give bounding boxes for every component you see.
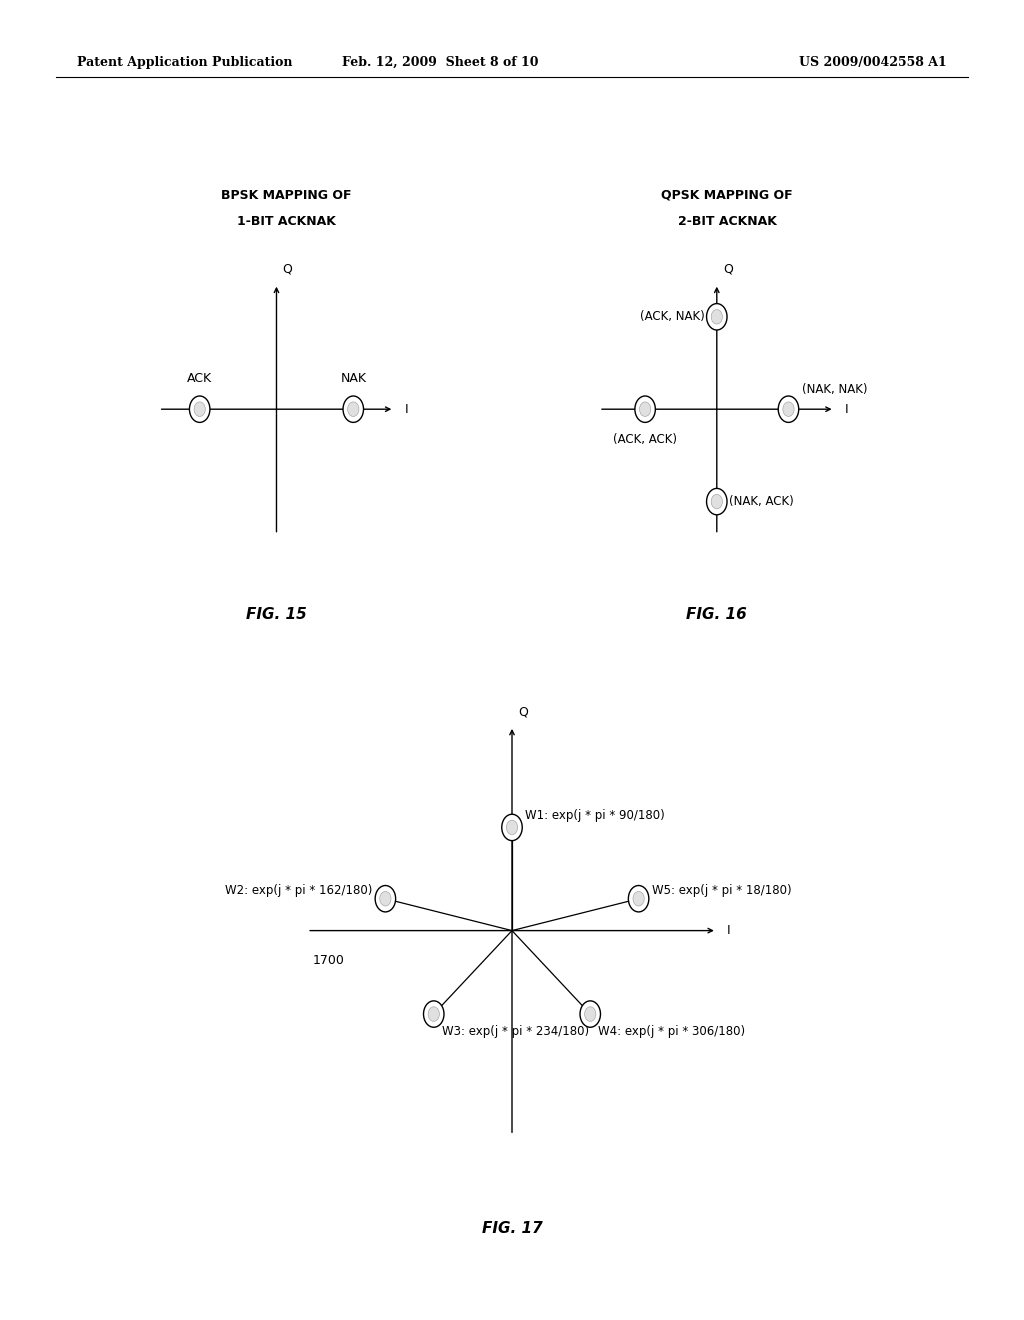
Circle shape bbox=[424, 1001, 444, 1027]
Text: BPSK MAPPING OF: BPSK MAPPING OF bbox=[221, 189, 352, 202]
Text: I: I bbox=[845, 403, 849, 416]
Text: W3: exp(j * pi * 234/180): W3: exp(j * pi * 234/180) bbox=[442, 1024, 589, 1038]
Circle shape bbox=[639, 401, 650, 417]
Text: FIG. 17: FIG. 17 bbox=[481, 1221, 543, 1236]
Text: W1: exp(j * pi * 90/180): W1: exp(j * pi * 90/180) bbox=[525, 809, 665, 822]
Circle shape bbox=[195, 401, 205, 417]
Text: 1-BIT ACKNAK: 1-BIT ACKNAK bbox=[238, 215, 336, 228]
Text: (NAK, ACK): (NAK, ACK) bbox=[729, 495, 794, 508]
Circle shape bbox=[585, 1007, 596, 1022]
Text: I: I bbox=[727, 924, 731, 937]
Text: US 2009/0042558 A1: US 2009/0042558 A1 bbox=[800, 55, 947, 69]
Text: QPSK MAPPING OF: QPSK MAPPING OF bbox=[662, 189, 793, 202]
Circle shape bbox=[580, 1001, 600, 1027]
Text: ACK: ACK bbox=[187, 372, 212, 385]
Circle shape bbox=[506, 820, 517, 834]
Text: Q: Q bbox=[518, 705, 528, 718]
Circle shape bbox=[348, 401, 359, 417]
Circle shape bbox=[711, 309, 722, 323]
Circle shape bbox=[428, 1007, 439, 1022]
Text: Q: Q bbox=[283, 263, 293, 276]
Text: W2: exp(j * pi * 162/180): W2: exp(j * pi * 162/180) bbox=[224, 884, 372, 898]
Text: (ACK, ACK): (ACK, ACK) bbox=[613, 433, 677, 446]
Circle shape bbox=[633, 891, 644, 906]
Circle shape bbox=[707, 488, 727, 515]
Text: W5: exp(j * pi * 18/180): W5: exp(j * pi * 18/180) bbox=[652, 884, 792, 898]
Text: Feb. 12, 2009  Sheet 8 of 10: Feb. 12, 2009 Sheet 8 of 10 bbox=[342, 55, 539, 69]
Circle shape bbox=[380, 891, 391, 906]
Circle shape bbox=[782, 401, 795, 417]
Circle shape bbox=[343, 396, 364, 422]
Text: I: I bbox=[404, 403, 409, 416]
Text: FIG. 16: FIG. 16 bbox=[686, 607, 748, 622]
Text: NAK: NAK bbox=[340, 372, 367, 385]
Text: 1700: 1700 bbox=[312, 954, 344, 968]
Circle shape bbox=[502, 814, 522, 841]
Circle shape bbox=[635, 396, 655, 422]
Circle shape bbox=[375, 886, 395, 912]
Text: (ACK, NAK): (ACK, NAK) bbox=[640, 310, 705, 323]
Text: Patent Application Publication: Patent Application Publication bbox=[77, 55, 292, 69]
Text: W4: exp(j * pi * 306/180): W4: exp(j * pi * 306/180) bbox=[598, 1024, 745, 1038]
Text: 2-BIT ACKNAK: 2-BIT ACKNAK bbox=[678, 215, 776, 228]
Text: Q: Q bbox=[723, 263, 733, 276]
Circle shape bbox=[629, 886, 649, 912]
Circle shape bbox=[189, 396, 210, 422]
Circle shape bbox=[778, 396, 799, 422]
Circle shape bbox=[707, 304, 727, 330]
Text: (NAK, NAK): (NAK, NAK) bbox=[802, 383, 867, 396]
Circle shape bbox=[711, 495, 722, 510]
Text: FIG. 15: FIG. 15 bbox=[246, 607, 307, 622]
